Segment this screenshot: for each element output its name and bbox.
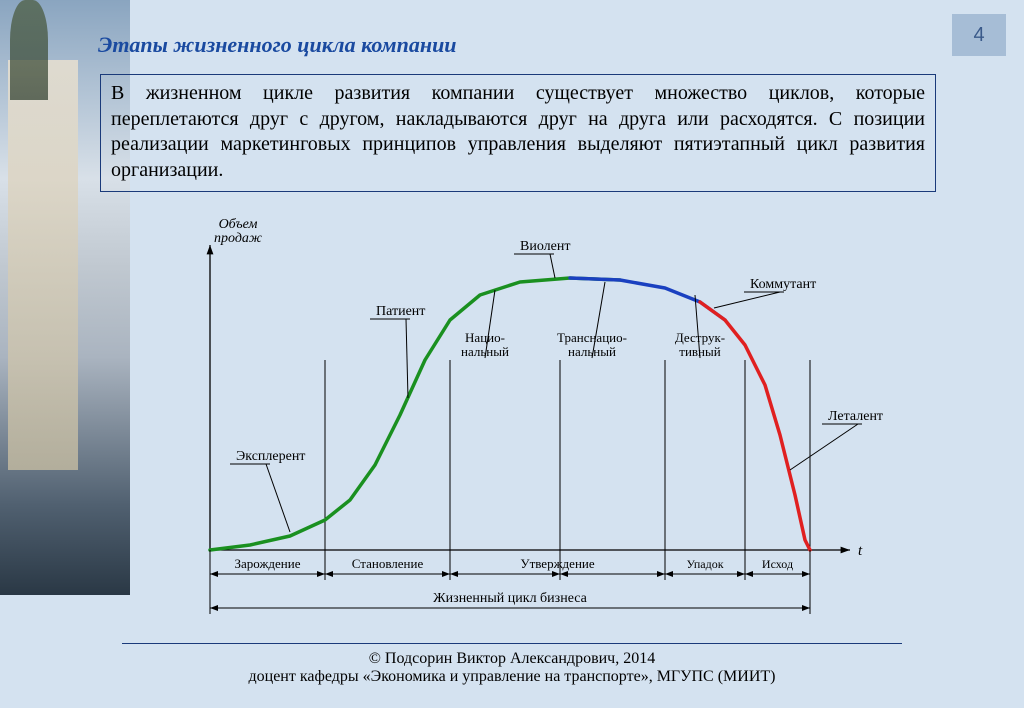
page-title: Этапы жизненного цикла компании — [98, 32, 457, 58]
svg-text:Деструк-: Деструк- — [675, 330, 725, 345]
svg-text:Транснацио-: Транснацио- — [557, 330, 627, 345]
svg-text:Исход: Исход — [762, 557, 793, 571]
svg-text:нальный: нальный — [461, 344, 509, 359]
svg-text:Нацио-: Нацио- — [465, 330, 505, 345]
svg-text:Виолент: Виолент — [520, 239, 570, 254]
page-number-box: 4 — [952, 14, 1006, 56]
svg-text:Объем: Объем — [219, 217, 258, 232]
svg-text:Жизненный цикл бизнеса: Жизненный цикл бизнеса — [433, 591, 588, 606]
page-number: 4 — [973, 24, 984, 46]
intro-paragraph: В жизненном цикле развития компании суще… — [100, 74, 936, 192]
svg-text:Становление: Становление — [352, 556, 424, 571]
svg-text:Патиент: Патиент — [376, 304, 425, 319]
svg-text:Коммутант: Коммутант — [750, 277, 816, 292]
svg-text:Зарождение: Зарождение — [234, 556, 300, 571]
svg-text:t: t — [858, 543, 863, 559]
svg-text:тивный: тивный — [679, 344, 720, 359]
lifecycle-chart: Объемпродаж t Зарождение Становление Утвержд… — [150, 210, 910, 630]
chart-svg: Объемпродаж t Зарождение Становление Утвержд… — [150, 210, 910, 630]
svg-text:Упадок: Упадок — [686, 557, 723, 571]
svg-text:нальный: нальный — [568, 344, 616, 359]
footer: © Подсорин Виктор Александрович, 2014 до… — [0, 643, 1024, 687]
svg-text:Утверждение: Утверждение — [520, 556, 594, 571]
footer-line1: © Подсорин Виктор Александрович, 2014 — [0, 650, 1024, 668]
footer-rule — [122, 643, 902, 645]
svg-text:продаж: продаж — [214, 231, 262, 246]
footer-line2: доцент кафедры «Экономика и управление н… — [0, 668, 1024, 686]
svg-text:Леталент: Леталент — [828, 409, 883, 424]
svg-text:Эксплерент: Эксплерент — [236, 449, 305, 464]
